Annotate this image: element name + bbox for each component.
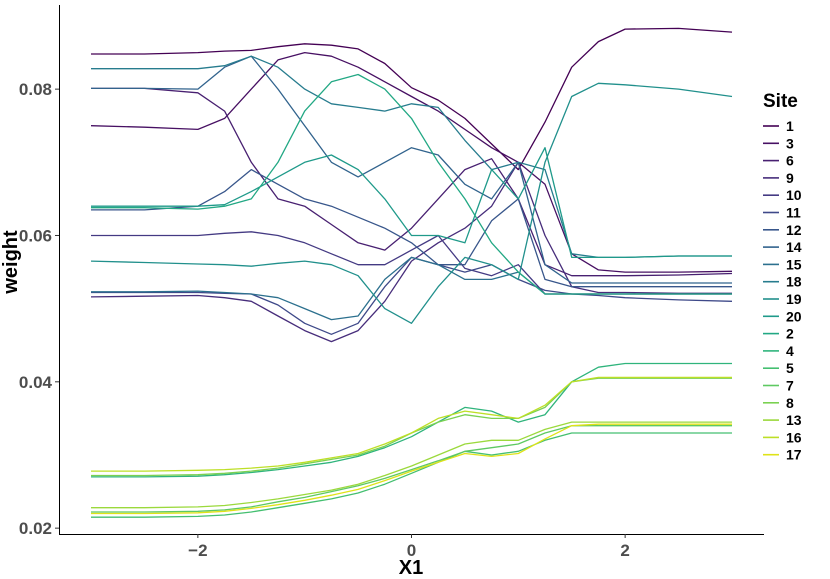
- legend-item-site-20: 20: [763, 308, 802, 324]
- legend-item-site-6: 6: [763, 153, 794, 169]
- legend-item-site-3: 3: [763, 135, 794, 151]
- legend-item-site-8: 8: [763, 395, 794, 411]
- legend-label: 7: [786, 378, 794, 394]
- x-axis-title: X1: [399, 557, 423, 579]
- legend-label: 2: [786, 326, 794, 342]
- series-line-site-15: [91, 256, 732, 321]
- legend-item-site-16: 16: [763, 429, 802, 445]
- y-tick-label: 0.06: [19, 226, 52, 245]
- x-tick-label: 0: [407, 541, 416, 560]
- series-line-site-14: [91, 55, 732, 284]
- legend-item-site-7: 7: [763, 378, 794, 394]
- legend-item-site-15: 15: [763, 256, 802, 272]
- legend-label: 13: [786, 412, 802, 428]
- legend-title: Site: [763, 91, 798, 112]
- series-line-site-9: [90, 161, 732, 343]
- legend-label: 18: [786, 274, 802, 290]
- legend-item-site-18: 18: [763, 274, 802, 290]
- legend-label: 10: [786, 187, 802, 203]
- x-tick-label: 2: [620, 541, 629, 560]
- series-line-site-12: [91, 168, 732, 288]
- series-line-site-1: [91, 27, 733, 171]
- series-line-site-13: [91, 421, 732, 509]
- x-tick-label: −2: [188, 541, 207, 560]
- legend-label: 16: [786, 429, 802, 445]
- y-ticks: 0.02 0.04 0.06 0.08: [19, 80, 59, 538]
- legend-label: 14: [786, 239, 802, 255]
- series-line-site-4: [91, 362, 732, 478]
- legend-item-site-12: 12: [763, 222, 802, 238]
- legend-item-site-17: 17: [763, 447, 802, 463]
- legend-item-site-2: 2: [763, 326, 794, 342]
- legend-item-site-10: 10: [763, 187, 802, 203]
- plot-lines: [90, 27, 733, 518]
- series-line-site-19: [90, 82, 733, 324]
- legend-label: 11: [786, 205, 801, 221]
- legend-item-site-4: 4: [763, 343, 794, 359]
- legend-label: 6: [786, 153, 794, 169]
- legend-label: 15: [786, 256, 802, 272]
- series-line-site-8: [91, 377, 732, 477]
- y-tick-label: 0.02: [19, 519, 52, 538]
- series-line-site-16: [91, 376, 732, 472]
- legend-item-site-9: 9: [763, 170, 794, 186]
- y-axis-title: weight: [0, 230, 22, 295]
- legend-label: 19: [786, 291, 802, 307]
- legend-label: 17: [786, 447, 802, 463]
- legend-item-site-19: 19: [763, 291, 802, 307]
- series-line-site-18: [91, 55, 732, 259]
- legend-label: 5: [786, 360, 794, 376]
- series-line-site-20: [91, 147, 732, 259]
- series-line-site-7: [91, 425, 732, 513]
- legend-label: 9: [786, 170, 794, 186]
- x-ticks: −2 0 2: [188, 534, 630, 560]
- legend-label: 1: [786, 118, 794, 134]
- legend-item-site-1: 1: [763, 118, 794, 134]
- legend-item-site-13: 13: [763, 412, 802, 428]
- legend-label: 4: [786, 343, 794, 359]
- legend-item-site-14: 14: [763, 239, 802, 255]
- legend-item-site-11: 11: [763, 205, 801, 221]
- legend-label: 20: [786, 308, 802, 324]
- series-line-site-5: [91, 432, 732, 518]
- series-line-site-10: [91, 231, 732, 295]
- legend-label: 12: [786, 222, 802, 238]
- series-line-site-2: [91, 73, 732, 295]
- y-tick-label: 0.08: [19, 80, 52, 99]
- series-line-site-17: [91, 423, 732, 515]
- legend-label: 3: [786, 135, 794, 151]
- series-line-site-3: [90, 51, 733, 273]
- y-tick-label: 0.04: [19, 373, 53, 392]
- legend-label: 8: [786, 395, 794, 411]
- legend-item-site-5: 5: [763, 360, 794, 376]
- series-line-site-6: [91, 87, 733, 277]
